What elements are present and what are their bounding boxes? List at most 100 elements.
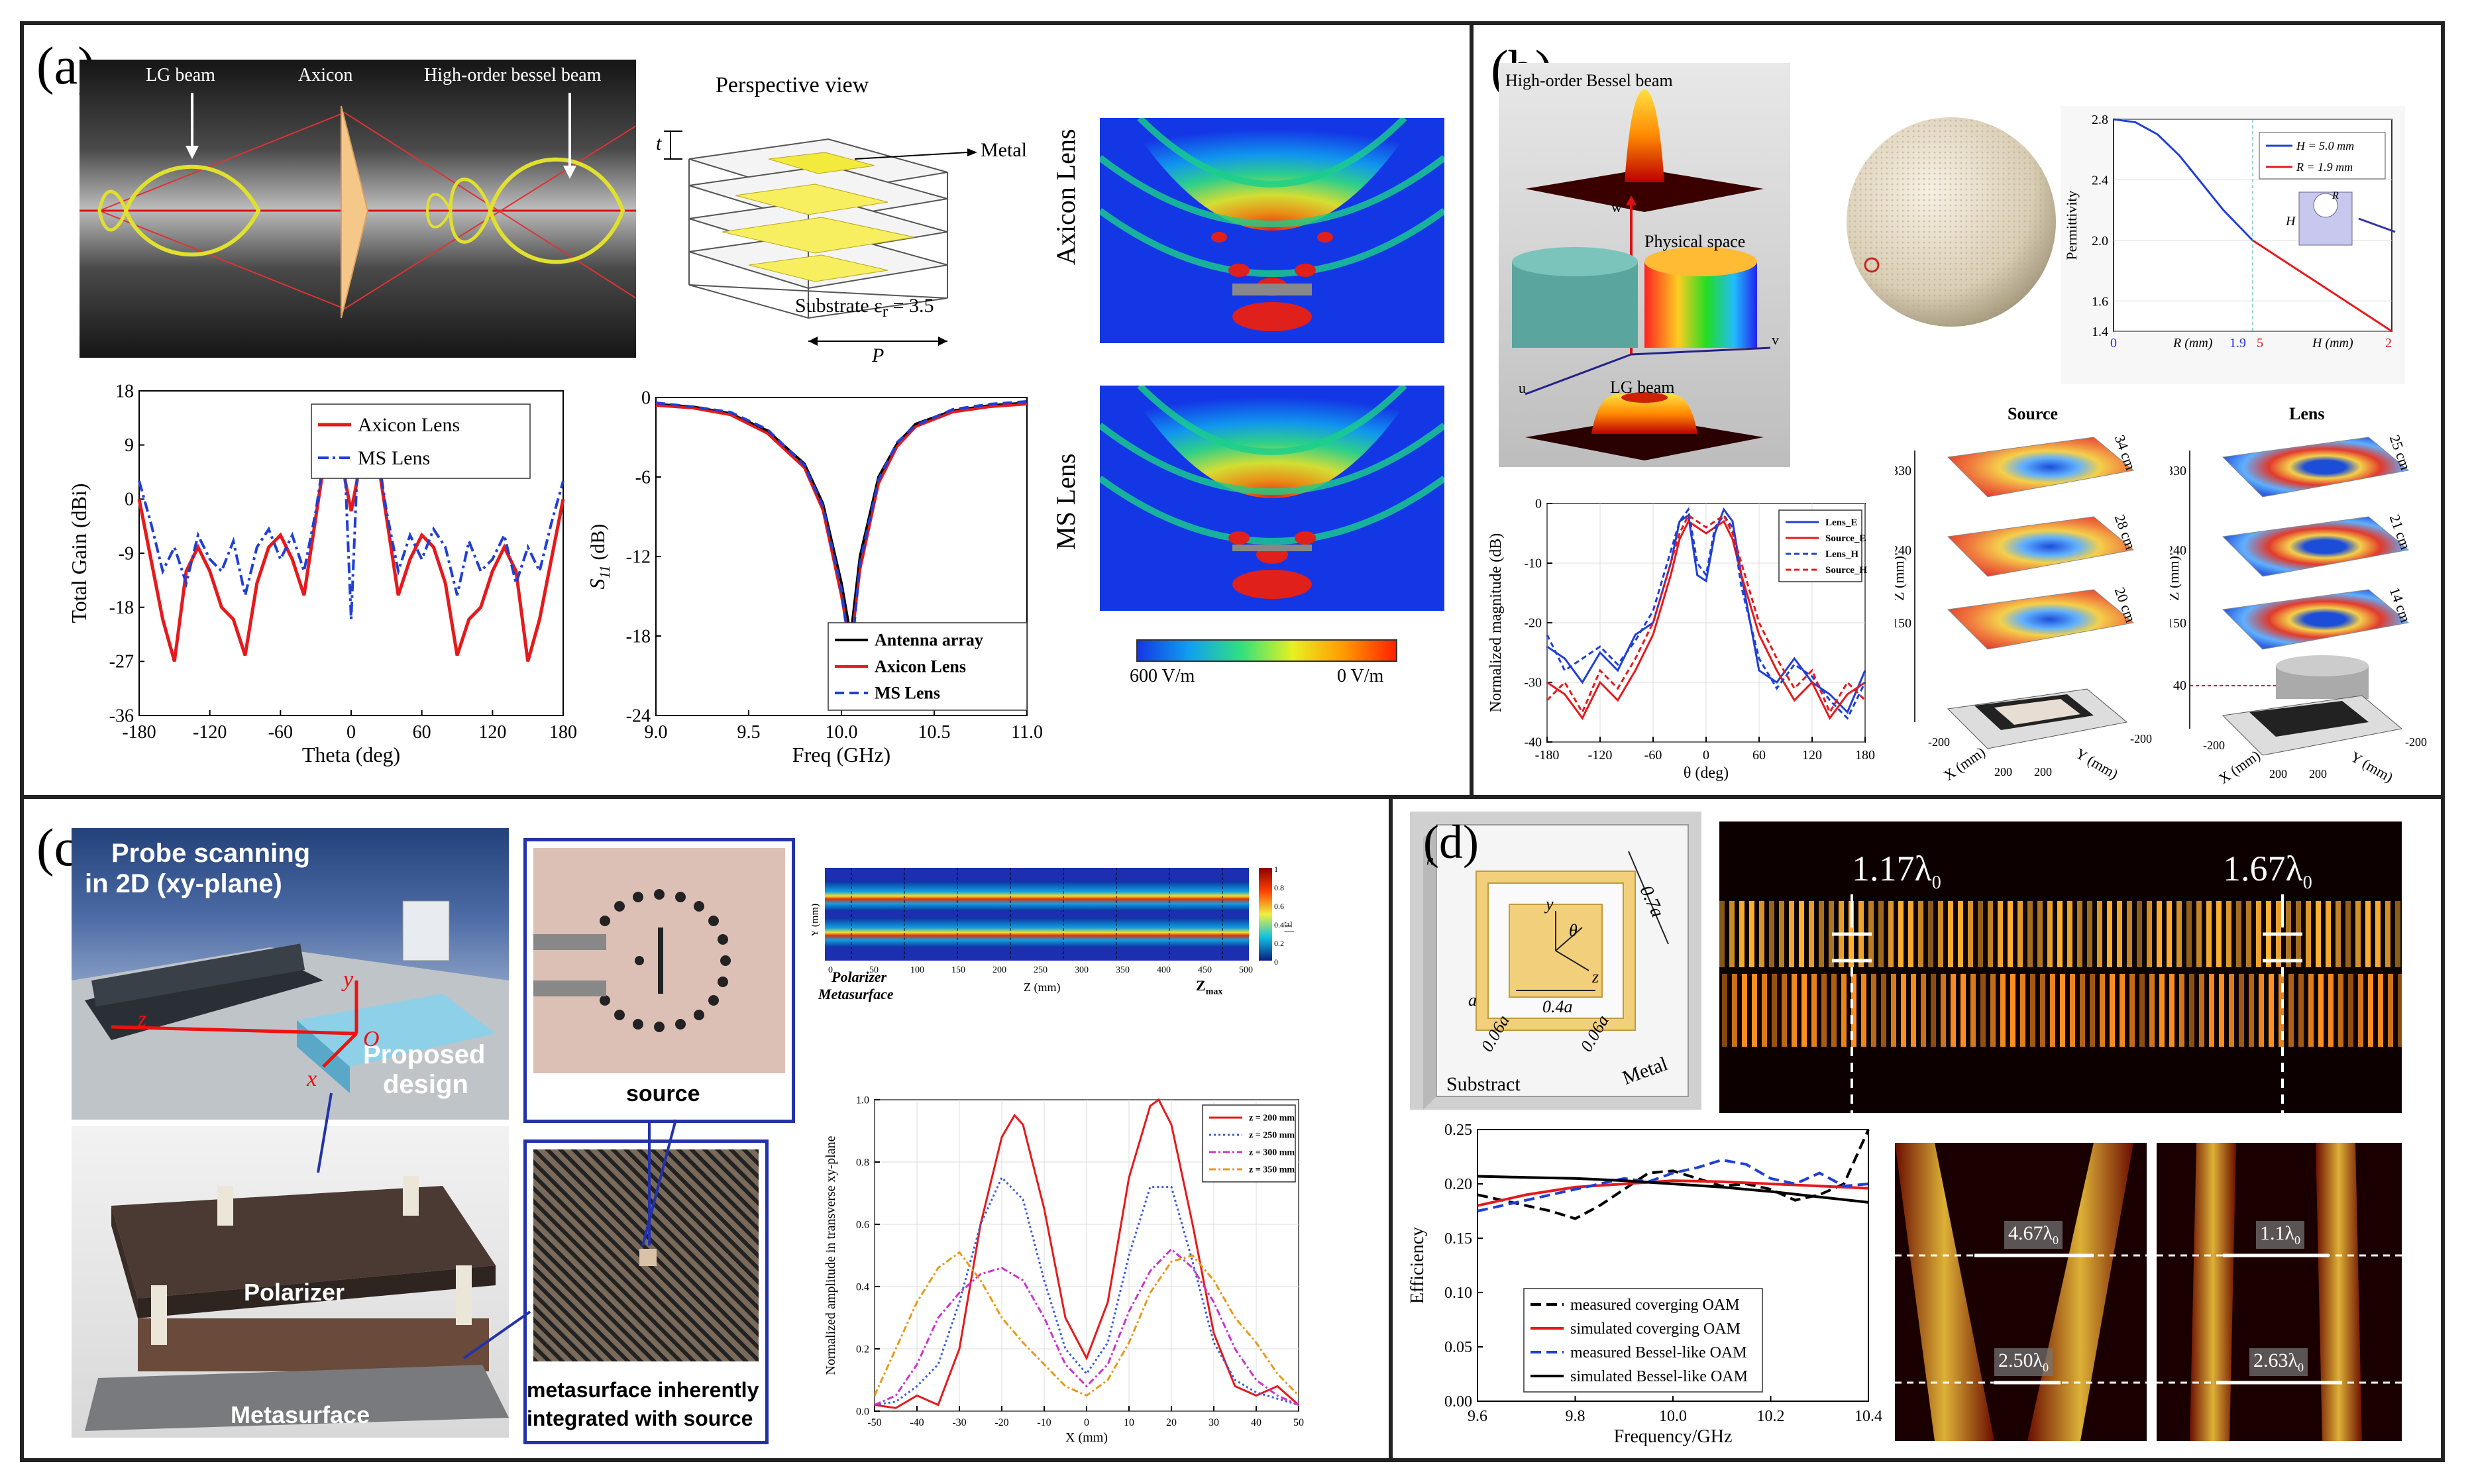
efficiency-chart: 9.6 9.8 10.0 10.2 10.4 0.25 0.20 0.15 0.10 0.05 0.… [1407,1122,1882,1447]
src-z-label: Z (mm) [1895,556,1907,601]
heatmap-metasurface: Metasurface [818,986,894,1002]
y-tick-label: -40 [1524,735,1542,750]
lens-tick-1: -200 [2203,739,2225,752]
beam-stripe-upper [2077,901,2082,967]
s11-ylabel-sub: 11 [596,565,613,578]
x-tick-label: 11.0 [1011,722,1043,743]
beam-stripe-lower [1782,974,1787,1047]
legend-label-2: MS Lens [875,684,940,703]
beam-stripe-upper [1878,901,1884,967]
legend-label-0: Lens_E [1825,517,1857,528]
x-tick-label: 10.4 [1854,1408,1882,1425]
beam-m1-sub: 0 [1931,872,1941,893]
x-tick-label: 0 [1084,1417,1089,1428]
heatmap-zmax: Zmax [1196,977,1222,997]
src-z-330: 330 [1895,464,1911,478]
heat-xtick: 400 [1157,965,1171,975]
colorbar-max-label: 0 V/m [1337,666,1384,686]
beam-m2-sub: 0 [2302,872,2312,893]
perm-xlabel-1: R (mm) [2173,336,2213,350]
beam-stripe-lower [2298,974,2304,1047]
lens-z-240: 240 [2170,543,2186,558]
legend-label-1: Source_E [1825,533,1866,544]
beam-stripe-lower [1762,974,1767,1047]
heat-ctick: 0 [1274,957,1278,967]
beam-stripe-upper [2127,901,2132,967]
y-tick-label: 0.2 [856,1344,869,1355]
y-tick-label: 0.10 [1444,1285,1472,1302]
s11-chart: 9.0 9.5 10.0 10.5 11.0 0 -6 -12 -18 -24 Freq (GHz)… [585,388,1043,767]
beam-stripe-lower [1792,974,1797,1047]
source-photo [533,848,785,1073]
unit-label-substract: Substract [1446,1073,1521,1095]
beam-stripe-lower [2348,974,2353,1047]
unit-label-z: z [1592,967,1599,986]
t-label: t [656,132,662,154]
series-line-2 [1477,1158,1869,1212]
panel-label-d: (d) [1423,816,1479,869]
x-tick-label: 10.0 [1659,1408,1687,1425]
axis-z-label: z [138,1007,147,1032]
perm-legend-0: H = 5.0 mm [2296,139,2354,152]
beam-stripe-lower [2169,974,2175,1047]
beam-m1-main: 1.17λ [1852,849,1932,888]
perm-ytick: 1.4 [2092,325,2108,339]
perm-ytick: 1.6 [2092,294,2108,309]
beam-stripe-lower [2219,974,2224,1047]
perm-xtick-2: 5 [2257,336,2263,350]
figure-frame [20,21,2445,1462]
beam-stripe-upper [1988,901,1993,967]
series-line-1 [138,403,564,619]
beam-stripe-lower [2378,974,2383,1047]
conv-w1-sub: 0 [2053,1234,2059,1247]
series-line-2 [874,1247,1299,1406]
bes-width-2: 2.63λ0 [2249,1348,2308,1376]
heat-xtick: 450 [1198,965,1212,975]
legend-label-0: Axicon Lens [358,414,460,436]
beam-stripe-lower [1732,974,1737,1047]
x-tick-label: 120 [1802,748,1822,763]
perm-xtick-0: 0 [2110,336,2117,350]
y-tick-label: 0.15 [1444,1230,1472,1247]
lens-stack-title: Lens [2289,404,2325,423]
unit-label-h: h [1426,851,1434,868]
y-tick-label: 0.05 [1444,1339,1472,1356]
probe-scanning-label: Probe scanning [111,839,311,868]
beam-stripe-lower [1861,974,1866,1047]
source-photo-frame: source [523,838,795,1123]
axicon-label: Axicon [298,65,353,85]
src-z-150: 150 [1895,616,1911,631]
beam-stripe-upper [2196,901,2202,967]
x-axis-label: Theta (deg) [302,743,400,767]
x-tick-label: 0 [1703,748,1709,763]
beam-stripe-upper [2246,901,2251,967]
converging-beam-map: 4.67λ0 2.50λ0 [1895,1143,2147,1441]
heat-ctick: 0.8 [1274,883,1284,892]
x-tick-label: 120 [478,722,506,743]
beam-stripe-upper [2385,901,2390,967]
beam-intensity-map: 1.17λ0 1.67λ0 [1719,822,2402,1113]
x-tick-label: -180 [122,722,156,743]
render-axis-u: u [1519,380,1526,396]
beam-stripe-upper [2087,901,2092,967]
ms-lens-field-map [1100,386,1444,611]
lens-z-150: 150 [2170,616,2186,631]
y-tick-label: 0.25 [1444,1122,1472,1139]
beam-stripe-lower [2030,974,2035,1047]
conv-width-1: 4.67λ0 [2004,1221,2063,1249]
conv-width-2: 2.50λ0 [1994,1348,2053,1376]
heat-xtick: 100 [910,965,924,975]
beam-stripe-upper [2186,901,2192,967]
heatmap-xlabel: Z (mm) [1024,980,1061,994]
beam-stripe-lower [1970,974,1976,1047]
epsilon-symbol: ε [874,295,883,317]
src-z-240: 240 [1895,543,1911,558]
series-line-1 [874,1175,1299,1406]
beam-stripe-lower [2179,974,2184,1047]
beam-stripe-upper [2027,901,2033,967]
beam-stripe-lower [2328,974,2334,1047]
beam-stripe-lower [2239,974,2244,1047]
inherent-line1: metasurface inherently [527,1378,759,1402]
y-tick-label: 0.20 [1444,1176,1472,1193]
beam-stripe-lower [1941,974,1946,1047]
